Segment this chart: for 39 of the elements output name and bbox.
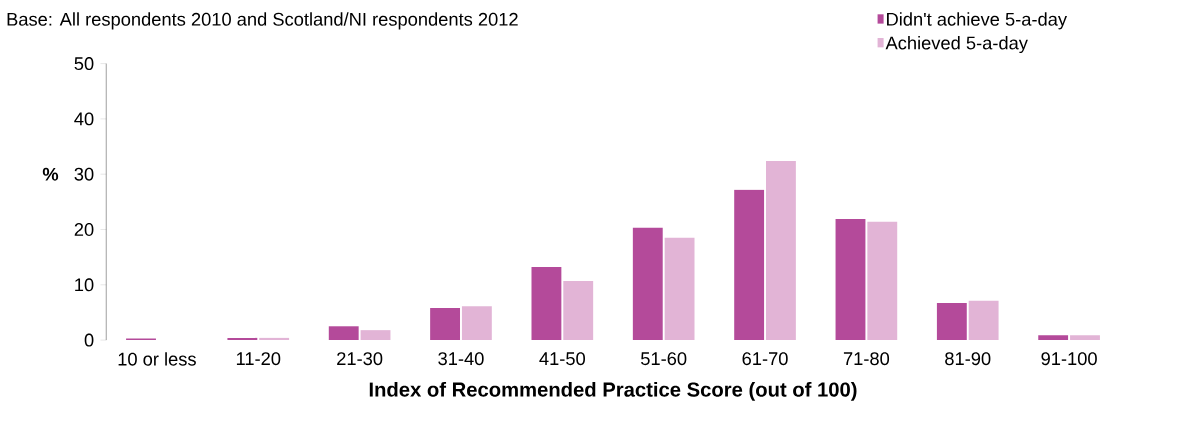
bar (664, 237, 695, 341)
legend-label: Didn't achieve 5-a-day (887, 12, 1068, 30)
bar (430, 308, 461, 341)
bar (734, 189, 765, 341)
legend-label: Achieved 5-a-day (885, 36, 1028, 54)
y-tick-label: 40 (74, 112, 94, 126)
y-tick-label: 20 (74, 223, 94, 237)
x-axis-title: Index of Recommended Practice Score (out of 100) (369, 381, 857, 401)
bar (867, 221, 898, 341)
x-tick-label: 51-60 (641, 352, 687, 366)
bar (1070, 335, 1100, 341)
bar (360, 330, 391, 341)
bar (1038, 335, 1069, 341)
bar (632, 227, 663, 341)
x-tick-label: 61-70 (742, 352, 788, 366)
x-tick-label: 71-80 (843, 352, 890, 366)
y-tick-label: 30 (74, 167, 94, 181)
bar (766, 160, 796, 341)
x-tick-label: 91-100 (1041, 352, 1097, 366)
bar (563, 280, 594, 341)
bar (259, 337, 290, 341)
bar (227, 337, 258, 341)
y-tick-label: 10 (75, 278, 94, 292)
bar (461, 306, 492, 341)
bar (936, 303, 967, 341)
y-axis-title: % (42, 167, 59, 181)
x-tick-label: 21-30 (337, 352, 383, 366)
chart-subtitle: Base: All respondents 2010 and Scotland/NI respondents 2012 (7, 12, 518, 30)
y-tick-label: 0 (84, 333, 94, 347)
bar (968, 300, 999, 341)
x-tick-label: 10 or less (118, 352, 196, 366)
x-tick-label: 41-50 (539, 352, 586, 366)
x-tick-label: 31-40 (438, 352, 484, 366)
x-tick-label: 81-90 (945, 352, 991, 366)
bar (328, 326, 359, 341)
y-tick-label: 50 (74, 57, 94, 71)
bar (531, 267, 562, 341)
bar (835, 219, 866, 341)
x-tick-label: 11-20 (236, 352, 281, 366)
